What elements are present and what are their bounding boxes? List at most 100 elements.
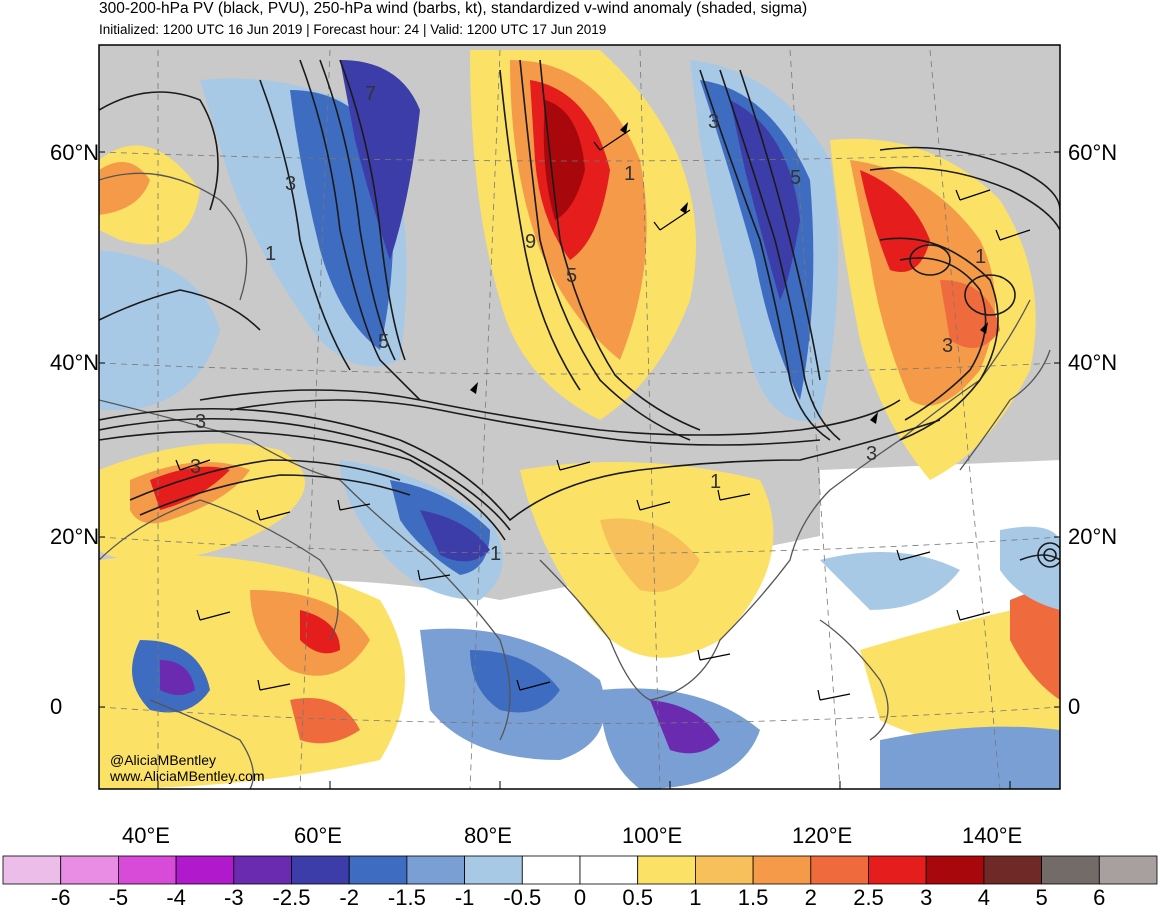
pv-label: 1 xyxy=(490,543,501,565)
colorbar-tick-label: -6 xyxy=(50,885,71,910)
colorbar-swatch xyxy=(2,855,62,885)
colorbar-swatch xyxy=(579,855,639,885)
colorbar-swatch xyxy=(348,855,408,885)
colorbar-tick-label: -2 xyxy=(339,885,359,910)
axis-ticks xyxy=(99,151,1060,789)
anomaly-negative xyxy=(340,60,420,260)
map-field: 7 3 1 5 9 1 3 5 1 3 5 3 1 3 3 1 xyxy=(99,45,1060,789)
colorbar-swatch xyxy=(810,855,869,885)
lat-label-right: 60°N xyxy=(1068,140,1118,165)
colorbar-tick-label: 5 xyxy=(1035,885,1048,910)
colorbar-swatch xyxy=(175,855,235,885)
colorbar-tick-label: -5 xyxy=(108,885,129,910)
chart-subtitle: Initialized: 1200 UTC 16 Jun 2019 | Fore… xyxy=(99,22,607,37)
graticule xyxy=(99,49,1060,789)
wind-barb-flags xyxy=(470,122,988,424)
colorbar-tick-label: -4 xyxy=(166,885,186,910)
colorbar-tick-label: 6 xyxy=(1093,885,1106,910)
lat-label-right: 40°N xyxy=(1068,350,1118,375)
pv-label: 3 xyxy=(285,173,296,195)
colorbar-swatch xyxy=(983,855,1043,885)
anomaly-negative xyxy=(730,100,800,300)
anomaly-negative xyxy=(470,650,560,713)
colorbar-swatch xyxy=(1041,855,1100,885)
colorbar-swatch xyxy=(752,855,812,885)
colorbar-swatch xyxy=(868,855,927,885)
anomaly-negative xyxy=(99,250,220,410)
colorbar-swatch xyxy=(521,855,581,885)
anomaly-positive xyxy=(1010,580,1060,700)
colorbar-swatch xyxy=(464,855,523,885)
lat-label-right: 20°N xyxy=(1068,524,1118,549)
pv-label: 3 xyxy=(190,456,201,478)
pv-label: 3 xyxy=(195,411,206,433)
lon-label: 60°E xyxy=(294,823,342,848)
colorbar-swatch xyxy=(925,855,985,885)
lon-label: 40°E xyxy=(122,823,170,848)
colorbar-tick-label: 1 xyxy=(689,885,702,910)
map-frame xyxy=(98,44,1061,790)
colorbar-swatch xyxy=(406,855,465,885)
anomaly-negative xyxy=(880,726,1060,789)
pv-contours xyxy=(99,59,1060,568)
colorbar-tick-label: 2 xyxy=(804,885,817,910)
colorbar-swatch xyxy=(1098,855,1158,885)
anomaly-negative xyxy=(650,700,720,754)
pv-label: 5 xyxy=(790,167,801,189)
pv-label: 9 xyxy=(525,231,536,253)
lat-label-left: 0 xyxy=(50,694,63,719)
colorbar-tick-label: 2.5 xyxy=(853,885,884,910)
pv-label: 5 xyxy=(378,331,389,353)
colorbar-tick-label: -0.5 xyxy=(503,885,542,910)
credit-site: www.AliciaMBentley.com xyxy=(110,768,265,784)
coastlines xyxy=(99,172,1051,789)
credit-handle: @AliciaMBentley xyxy=(110,752,217,768)
lat-label-left: 20°N xyxy=(50,524,100,549)
lon-label: 140°E xyxy=(962,823,1023,848)
pv-label: 1 xyxy=(710,471,721,493)
pv-label: 3 xyxy=(866,443,877,465)
anomaly-negative xyxy=(820,552,960,610)
colorbar xyxy=(2,855,1158,885)
anomaly-positive xyxy=(860,170,930,272)
chart-title: 300-200-hPa PV (black, PVU), 250-hPa win… xyxy=(99,0,808,17)
pv-label: 1 xyxy=(624,163,635,185)
colorbar-tick-label: -3 xyxy=(224,885,244,910)
lon-label: 120°E xyxy=(792,823,853,848)
colorbar-swatch xyxy=(291,855,350,885)
lat-label-right: 0 xyxy=(1068,694,1081,719)
anomaly-positive xyxy=(290,698,360,744)
lon-label: 100°E xyxy=(622,823,683,848)
colorbar-swatch xyxy=(118,855,177,885)
anomaly-positive xyxy=(150,466,230,510)
pv-label: 5 xyxy=(566,265,577,287)
colorbar-tick-label: -2.5 xyxy=(272,885,311,910)
pv-label: 3 xyxy=(942,335,953,357)
colorbar-tick-label: -1.5 xyxy=(387,885,426,910)
lon-label: 80°E xyxy=(464,823,512,848)
lat-label-left: 60°N xyxy=(50,140,100,165)
anomaly-negative xyxy=(1000,526,1060,610)
pv-contour-labels: 7 3 1 5 9 1 3 5 1 3 5 3 1 3 3 1 xyxy=(190,83,986,565)
pv-label: 7 xyxy=(365,83,376,105)
colorbar-swatch xyxy=(233,855,292,885)
lat-label-left: 40°N xyxy=(50,350,100,375)
anomaly-negative xyxy=(420,510,490,562)
colorbar-tick-label: 3 xyxy=(920,885,933,910)
colorbar-tick-label: -1 xyxy=(454,885,475,910)
pv-label: 3 xyxy=(708,111,719,133)
anomaly-positive xyxy=(600,518,700,592)
colorbar-tick-label: 0 xyxy=(573,885,587,910)
anomaly-positive xyxy=(99,162,150,215)
colorbar-tick-label: 1.5 xyxy=(737,885,769,910)
colorbar-swatch xyxy=(695,855,754,885)
pv-label: 1 xyxy=(265,243,276,265)
colorbar-tick-label: 4 xyxy=(977,885,991,910)
anomaly-negative xyxy=(160,660,195,695)
anomaly-positive xyxy=(300,610,340,654)
colorbar-tick-label: 0.5 xyxy=(622,885,653,910)
pv-label: 1 xyxy=(975,246,986,268)
colorbar-swatch xyxy=(60,855,119,885)
colorbar-swatch xyxy=(637,855,696,885)
